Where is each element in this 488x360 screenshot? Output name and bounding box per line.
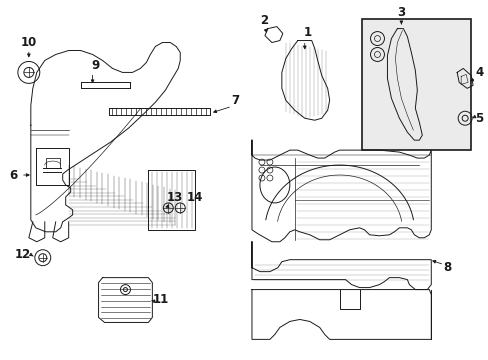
Text: 1: 1 — [303, 26, 311, 39]
Text: 9: 9 — [91, 59, 100, 72]
Text: 6: 6 — [9, 168, 17, 181]
Text: 7: 7 — [230, 94, 239, 107]
Text: 3: 3 — [397, 6, 405, 19]
Text: 10: 10 — [20, 36, 37, 49]
Text: 4: 4 — [474, 66, 482, 79]
Text: 8: 8 — [442, 261, 450, 274]
Bar — [361, 19, 470, 150]
Text: 13: 13 — [167, 192, 183, 204]
Bar — [46, 158, 60, 168]
Text: 5: 5 — [474, 112, 482, 125]
Text: 11: 11 — [152, 293, 168, 306]
Text: 14: 14 — [186, 192, 203, 204]
Text: 12: 12 — [15, 248, 31, 261]
Text: 2: 2 — [259, 14, 267, 27]
